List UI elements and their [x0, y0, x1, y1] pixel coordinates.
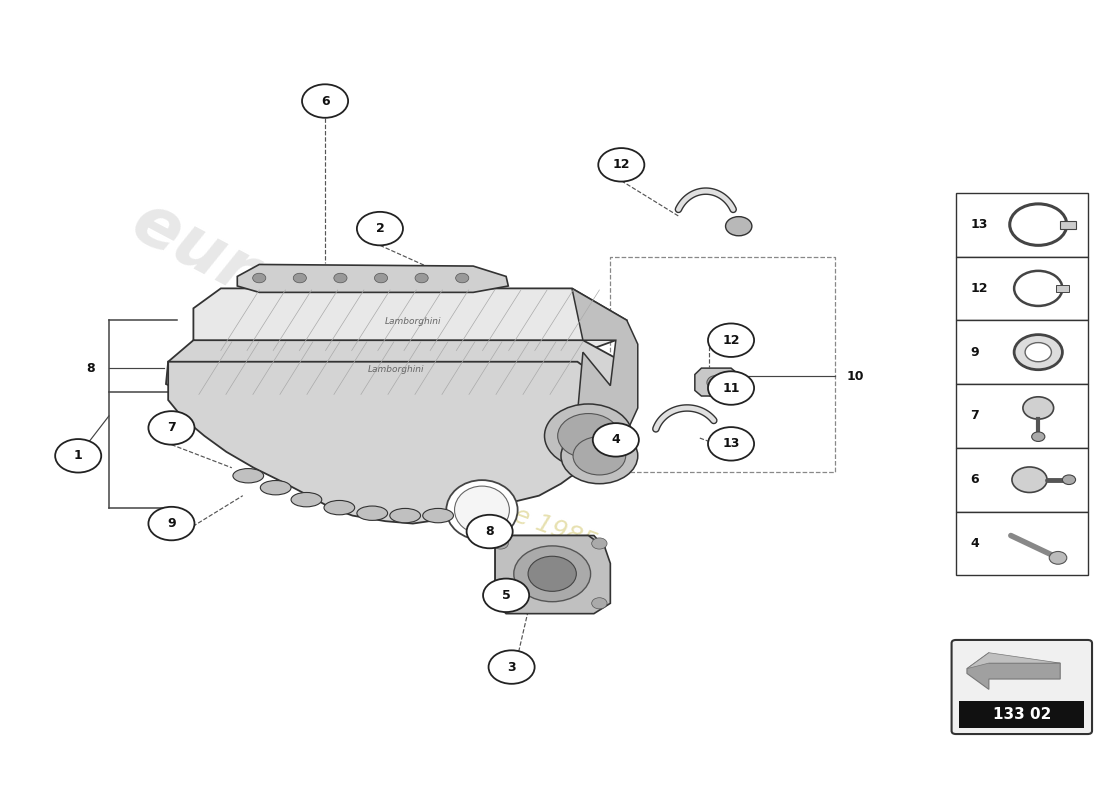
Circle shape — [1014, 271, 1063, 306]
Polygon shape — [194, 288, 627, 352]
Circle shape — [1032, 432, 1045, 442]
Polygon shape — [493, 535, 610, 614]
Circle shape — [455, 274, 469, 283]
Circle shape — [592, 538, 607, 549]
Circle shape — [593, 423, 639, 457]
Text: 2: 2 — [375, 222, 384, 235]
Polygon shape — [166, 340, 627, 396]
Bar — [959, 701, 1085, 729]
Circle shape — [148, 507, 195, 540]
Bar — [956, 320, 1088, 384]
Text: 6: 6 — [970, 474, 979, 486]
Text: Lamborghini: Lamborghini — [385, 318, 441, 326]
Circle shape — [708, 323, 755, 357]
Polygon shape — [168, 362, 627, 523]
Circle shape — [561, 428, 638, 484]
Circle shape — [1014, 334, 1063, 370]
Text: 13: 13 — [970, 218, 988, 231]
Bar — [956, 384, 1088, 448]
Circle shape — [1063, 475, 1076, 485]
Polygon shape — [495, 535, 605, 595]
Circle shape — [1049, 551, 1067, 564]
Ellipse shape — [455, 505, 486, 518]
Bar — [956, 193, 1088, 257]
Text: 12: 12 — [970, 282, 988, 295]
Text: 7: 7 — [167, 422, 176, 434]
Text: 5: 5 — [502, 589, 510, 602]
Text: 3: 3 — [507, 661, 516, 674]
Circle shape — [573, 437, 626, 475]
Circle shape — [708, 371, 755, 405]
Bar — [956, 512, 1088, 575]
Polygon shape — [572, 288, 638, 476]
FancyBboxPatch shape — [952, 640, 1092, 734]
Text: 4: 4 — [970, 537, 979, 550]
Circle shape — [493, 598, 508, 609]
Text: 9: 9 — [167, 517, 176, 530]
Text: 7: 7 — [970, 410, 979, 422]
Circle shape — [488, 650, 535, 684]
Ellipse shape — [292, 493, 322, 507]
Circle shape — [333, 274, 346, 283]
Circle shape — [514, 546, 591, 602]
Circle shape — [466, 515, 513, 548]
Bar — [1056, 285, 1069, 291]
Bar — [956, 448, 1088, 512]
Polygon shape — [967, 653, 1060, 690]
Polygon shape — [967, 653, 1060, 669]
Text: a passion for parts since 1985: a passion for parts since 1985 — [236, 404, 600, 555]
Text: 8: 8 — [485, 525, 494, 538]
Circle shape — [592, 598, 607, 609]
Ellipse shape — [356, 506, 387, 520]
Ellipse shape — [447, 480, 518, 540]
Circle shape — [1010, 204, 1067, 246]
Circle shape — [707, 375, 727, 390]
Text: 9: 9 — [970, 346, 979, 358]
Text: eurospares: eurospares — [121, 187, 540, 453]
Text: 6: 6 — [321, 94, 329, 107]
Ellipse shape — [454, 486, 509, 534]
Text: 11: 11 — [723, 382, 740, 394]
Circle shape — [528, 556, 576, 591]
Circle shape — [374, 274, 387, 283]
Circle shape — [253, 274, 266, 283]
Circle shape — [598, 148, 645, 182]
Circle shape — [708, 427, 755, 461]
Circle shape — [726, 217, 752, 236]
Circle shape — [294, 274, 307, 283]
Text: 133 02: 133 02 — [992, 707, 1050, 722]
Text: 12: 12 — [723, 334, 740, 346]
Circle shape — [1023, 397, 1054, 419]
Circle shape — [1025, 342, 1052, 362]
Circle shape — [55, 439, 101, 473]
Text: 8: 8 — [86, 362, 95, 374]
Circle shape — [1012, 467, 1047, 493]
Bar — [956, 257, 1088, 320]
Text: 4: 4 — [612, 434, 620, 446]
Polygon shape — [238, 265, 508, 292]
Polygon shape — [695, 368, 739, 396]
Ellipse shape — [261, 481, 292, 495]
Ellipse shape — [389, 509, 420, 522]
Circle shape — [302, 84, 348, 118]
Text: Lamborghini: Lamborghini — [368, 366, 425, 374]
Circle shape — [483, 578, 529, 612]
Circle shape — [544, 404, 632, 468]
Circle shape — [415, 274, 428, 283]
Text: 13: 13 — [723, 438, 739, 450]
Ellipse shape — [233, 469, 264, 483]
Text: 10: 10 — [846, 370, 864, 382]
Circle shape — [493, 538, 508, 549]
Ellipse shape — [422, 509, 453, 522]
Circle shape — [148, 411, 195, 445]
Bar — [1060, 221, 1076, 229]
Circle shape — [356, 212, 403, 246]
Text: 12: 12 — [613, 158, 630, 171]
Text: 1: 1 — [74, 450, 82, 462]
Circle shape — [558, 414, 619, 458]
Ellipse shape — [324, 501, 354, 515]
